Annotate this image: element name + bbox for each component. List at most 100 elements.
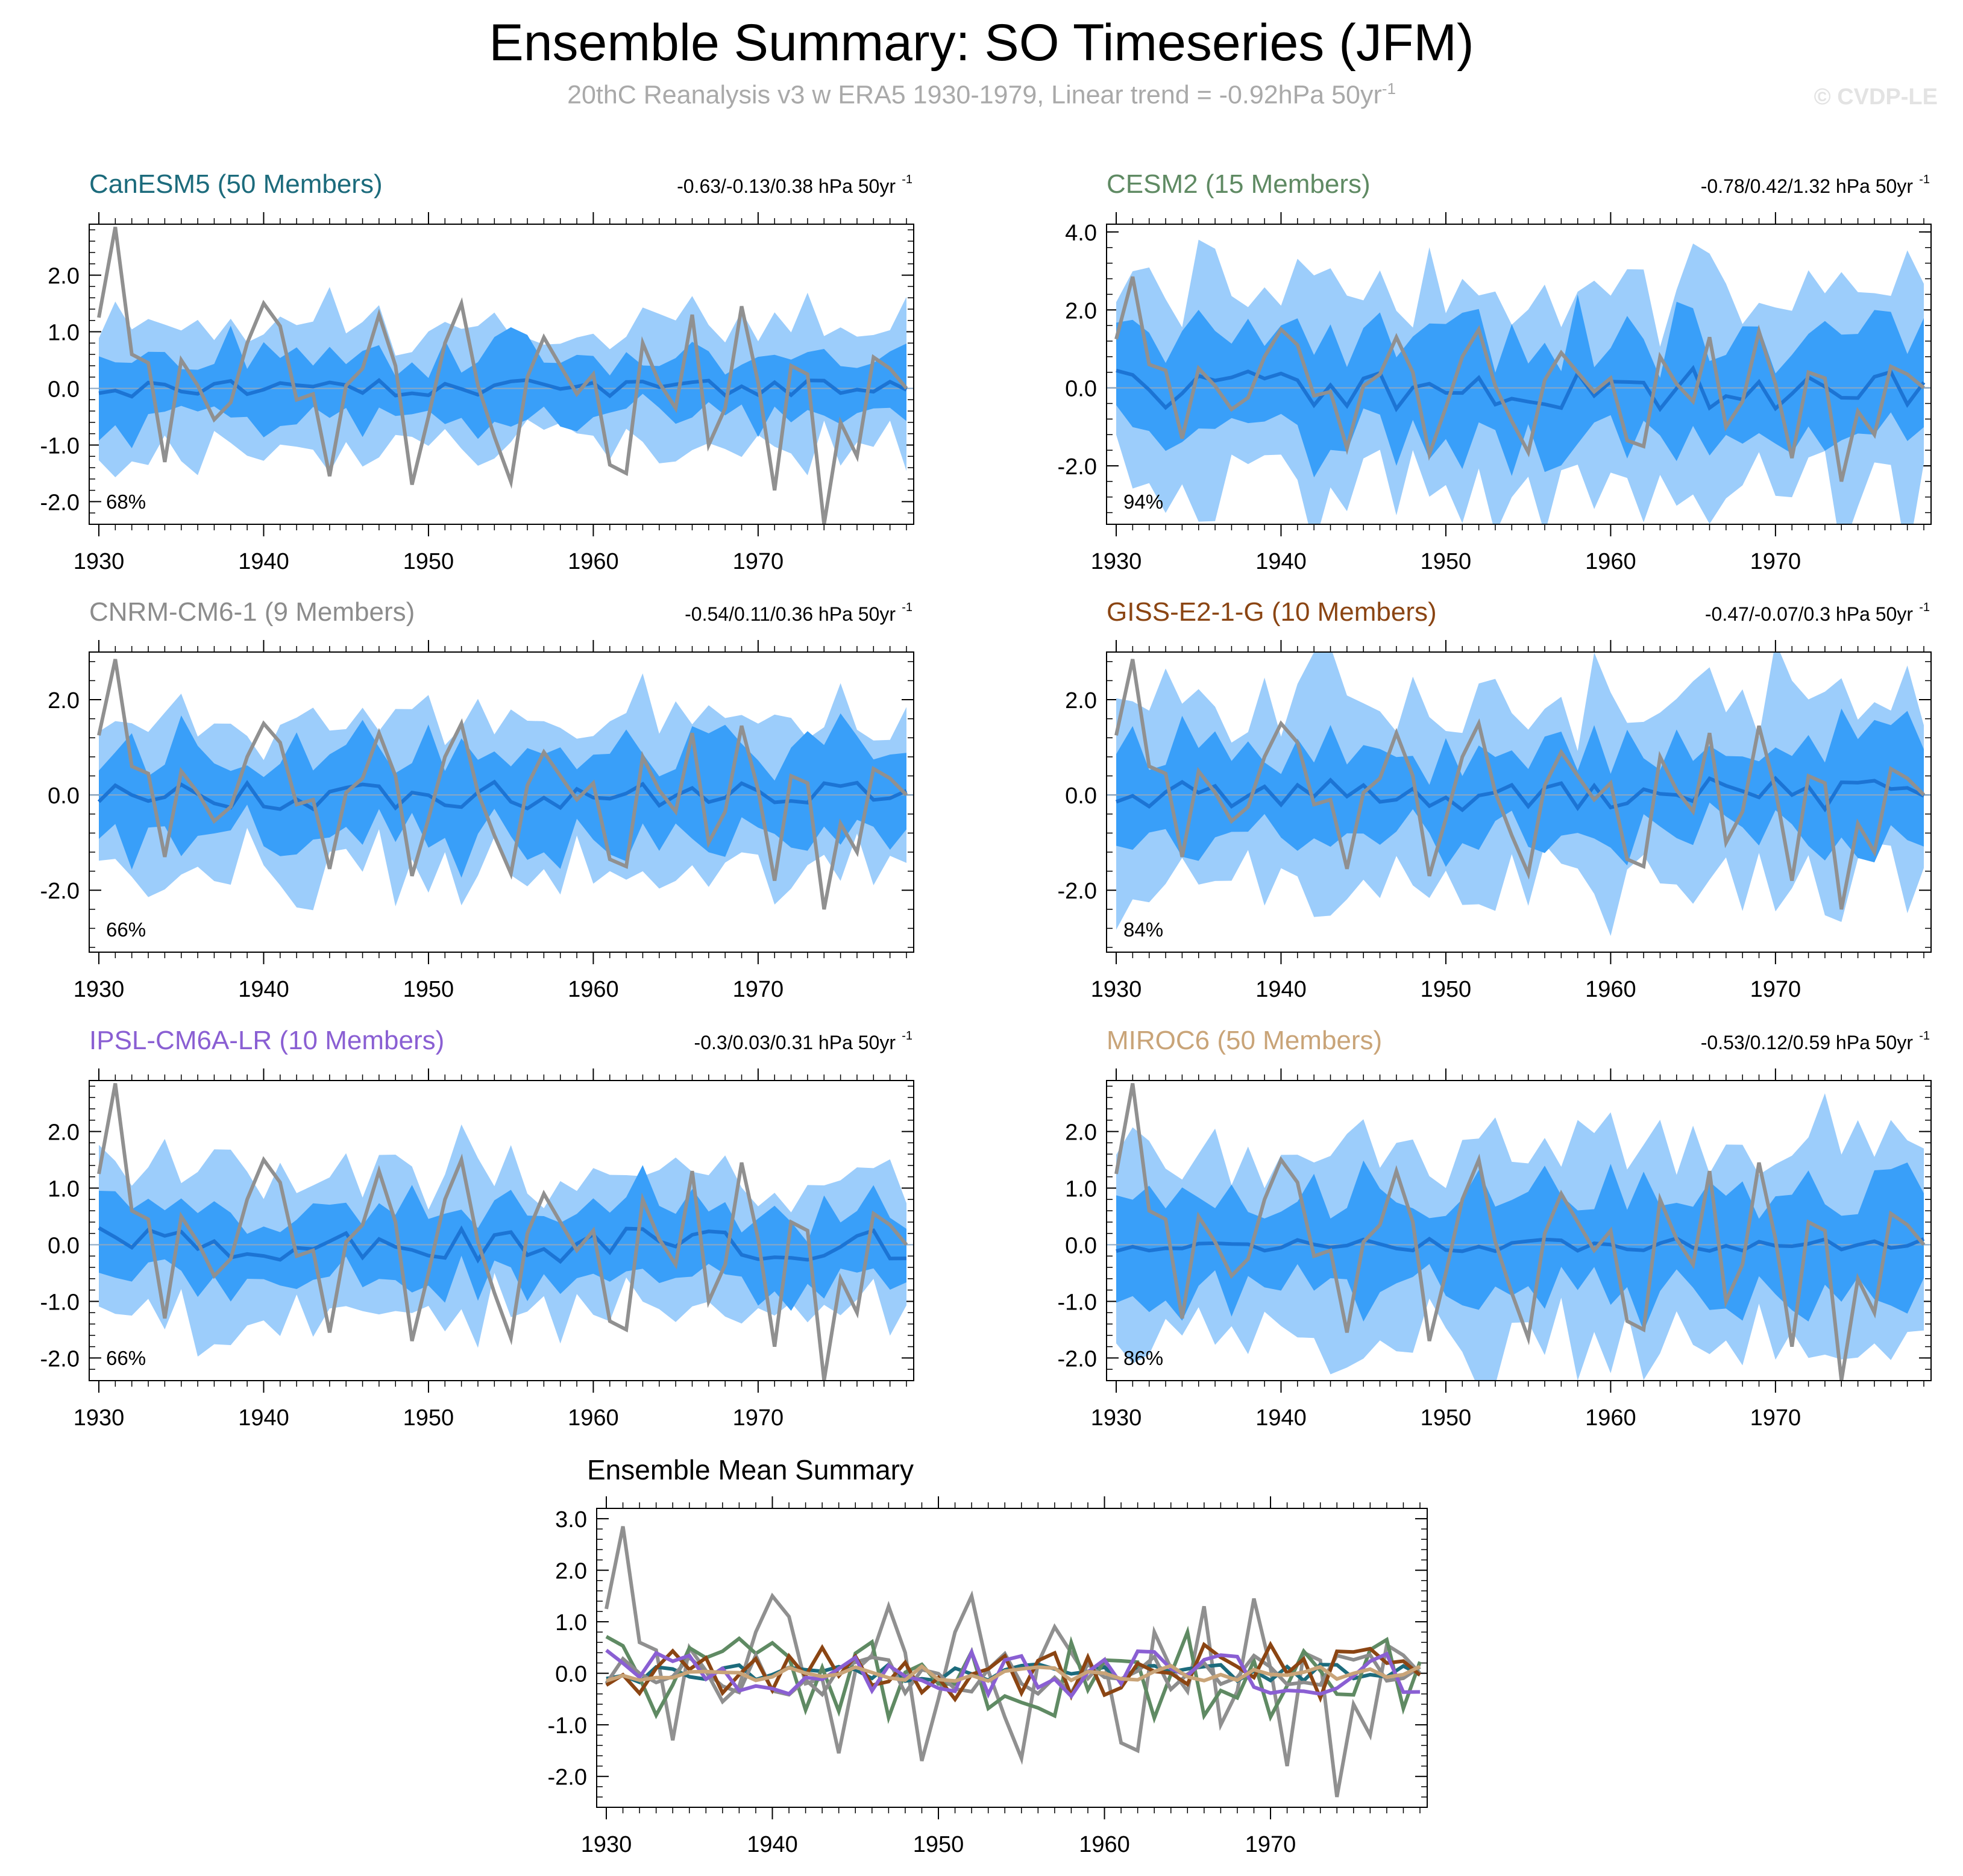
x-tick-label: 1950	[1421, 549, 1472, 574]
y-tick-label: 0.0	[1065, 783, 1097, 809]
x-tick-label: 1950	[403, 549, 454, 574]
x-tick-label: 1960	[1079, 1832, 1130, 1857]
summary-model-mean-line	[605, 1647, 1421, 1699]
panel-trend-superscript: -1	[902, 601, 912, 614]
subtitle-text: 20thC Reanalysis v3 w ERA5 1930-1979, Li…	[567, 80, 1382, 110]
summary-title: Ensemble Mean Summary	[587, 1454, 914, 1485]
x-tick-label: 1940	[238, 1405, 289, 1431]
x-tick-label: 1970	[733, 549, 784, 574]
plot-frame	[89, 651, 914, 953]
summary-frame	[596, 1508, 1428, 1808]
summary-panel: -2.0 -1.0 0.0 1.0 2.0 3.0 1930 1940 1950 1960 1970…	[548, 1454, 1428, 1857]
y-tick-label: 4.0	[1065, 221, 1097, 246]
plot-area	[1107, 239, 1931, 524]
y-tick-label: -2.0	[1058, 454, 1097, 480]
x-tick-label: 1970	[1750, 549, 1801, 574]
x-tick-label: 1970	[1750, 1405, 1801, 1431]
x-tick-label: 1930	[581, 1832, 632, 1857]
panel-percent-label: 86%	[1123, 1347, 1163, 1369]
observations-line	[97, 1083, 908, 1381]
y-tick-label: 0.0	[1065, 377, 1097, 402]
x-tick-label: 1970	[733, 977, 784, 1002]
panel-percent-label: 68%	[106, 491, 146, 513]
inner-band	[1116, 708, 1924, 867]
panel-trend-label: -0.54/0.11/0.36 hPa 50yr	[685, 603, 896, 625]
x-tick-label: 1930	[74, 1405, 125, 1431]
plot-area	[89, 227, 914, 524]
y-tick-label: 0.0	[48, 1233, 80, 1258]
summary-observations-line	[605, 1526, 1422, 1798]
y-tick-label: 1.0	[1065, 1177, 1097, 1202]
y-tick-label: 2.0	[48, 1120, 80, 1146]
panel-trend-label: -0.3/0.03/0.31 hPa 50yr	[694, 1032, 896, 1053]
page-title: Ensemble Summary: SO Timeseries (JFM)	[489, 14, 1474, 72]
inner-band	[1116, 294, 1924, 478]
panel-title: GISS-E2-1-G (10 Members)	[1107, 597, 1437, 627]
plot-area	[89, 659, 914, 911]
x-tick-label: 1930	[1091, 549, 1142, 574]
y-tick-label: 2.0	[48, 688, 80, 714]
x-tick-label: 1940	[1255, 549, 1307, 574]
panel-0: -2.0 -1.0 0.0 1.0 2.0 1930 1940 1950 1960 1970 Can…	[40, 169, 914, 574]
panel-5: -2.0 -1.0 0.0 1.0 2.0 1930 1940 1950 1960 1970 MIR…	[1058, 1026, 1932, 1431]
observations-line	[1114, 276, 1925, 482]
y-tick-label: -1.0	[548, 1713, 587, 1739]
y-tick-label: 0.0	[48, 783, 80, 809]
page-subtitle: 20thC Reanalysis v3 w ERA5 1930-1979, Li…	[0, 80, 1963, 110]
y-tick-label: 2.0	[48, 264, 80, 289]
watermark: © CVDP-LE	[1814, 84, 1938, 110]
plot-frame	[1106, 651, 1932, 953]
panel-trend-label: -0.63/-0.13/0.38 hPa 50yr	[677, 175, 896, 197]
plot-frame	[1106, 1080, 1932, 1381]
panel-percent-label: 84%	[1123, 918, 1163, 941]
observations-line	[1114, 659, 1926, 910]
panel-trend-label: -0.78/0.42/1.32 hPa 50yr	[1701, 175, 1914, 197]
plot-area	[1107, 1083, 1931, 1381]
x-tick-label: 1930	[1091, 1405, 1142, 1431]
panel-trend-label: -0.53/0.12/0.59 hPa 50yr	[1701, 1032, 1914, 1053]
y-tick-label: -1.0	[40, 433, 80, 459]
y-tick-label: 2.0	[1065, 1120, 1097, 1146]
x-tick-label: 1960	[568, 1405, 619, 1431]
panel-trend-superscript: -1	[1919, 601, 1930, 614]
panel-percent-label: 66%	[106, 918, 146, 941]
x-tick-label: 1950	[1421, 1405, 1472, 1431]
x-tick-label: 1930	[74, 549, 125, 574]
y-tick-label: -1.0	[1058, 1290, 1097, 1315]
observations-line	[1114, 1083, 1926, 1381]
x-tick-label: 1940	[1255, 977, 1307, 1002]
x-tick-label: 1950	[913, 1832, 964, 1857]
panel-trend-superscript: -1	[1919, 173, 1930, 186]
x-tick-label: 1940	[238, 977, 289, 1002]
panel-trend-superscript: -1	[902, 173, 912, 186]
x-tick-label: 1960	[568, 549, 619, 574]
panel-trend-label: -0.47/-0.07/0.3 hPa 50yr	[1705, 603, 1913, 625]
panel-percent-label: 66%	[106, 1347, 146, 1369]
ensemble-mean-line	[98, 378, 908, 399]
x-tick-label: 1970	[733, 1405, 784, 1431]
panel-title: IPSL-CM6A-LR (10 Members)	[89, 1026, 444, 1055]
x-tick-label: 1960	[1585, 1405, 1636, 1431]
x-tick-label: 1960	[1585, 977, 1636, 1002]
x-tick-label: 1970	[1750, 977, 1801, 1002]
y-tick-label: 0.0	[555, 1662, 587, 1687]
plot-frame	[1106, 224, 1932, 525]
summary-model-mean-line	[606, 1663, 1421, 1683]
y-tick-label: -2.0	[40, 1346, 80, 1372]
panel-trend-superscript: -1	[1919, 1029, 1930, 1043]
y-tick-label: -2.0	[548, 1765, 587, 1790]
x-tick-label: 1940	[747, 1832, 798, 1857]
panel-1: -2.0 0.0 2.0 4.0 1930 1940 1950 1960 1970 CESM2 (…	[1058, 169, 1932, 574]
panel-4: -2.0 -1.0 0.0 1.0 2.0 1930 1940 1950 1960 1970 IPS…	[40, 1026, 914, 1431]
panel-title: CNRM-CM6-1 (9 Members)	[89, 597, 415, 627]
panel-2: -2.0 0.0 2.0 1930 1940 1950 1960 1970 CNRM-CM6-1…	[40, 597, 914, 1002]
x-tick-label: 1930	[74, 977, 125, 1002]
y-tick-label: 0.0	[48, 377, 80, 402]
plot-area	[89, 1083, 914, 1381]
ensemble-mean-line	[98, 1225, 907, 1264]
y-tick-label: -2.0	[1058, 879, 1097, 904]
panel-title: CanESM5 (50 Members)	[89, 169, 383, 199]
panel-title: CESM2 (15 Members)	[1107, 169, 1371, 199]
x-tick-label: 1960	[1585, 549, 1636, 574]
